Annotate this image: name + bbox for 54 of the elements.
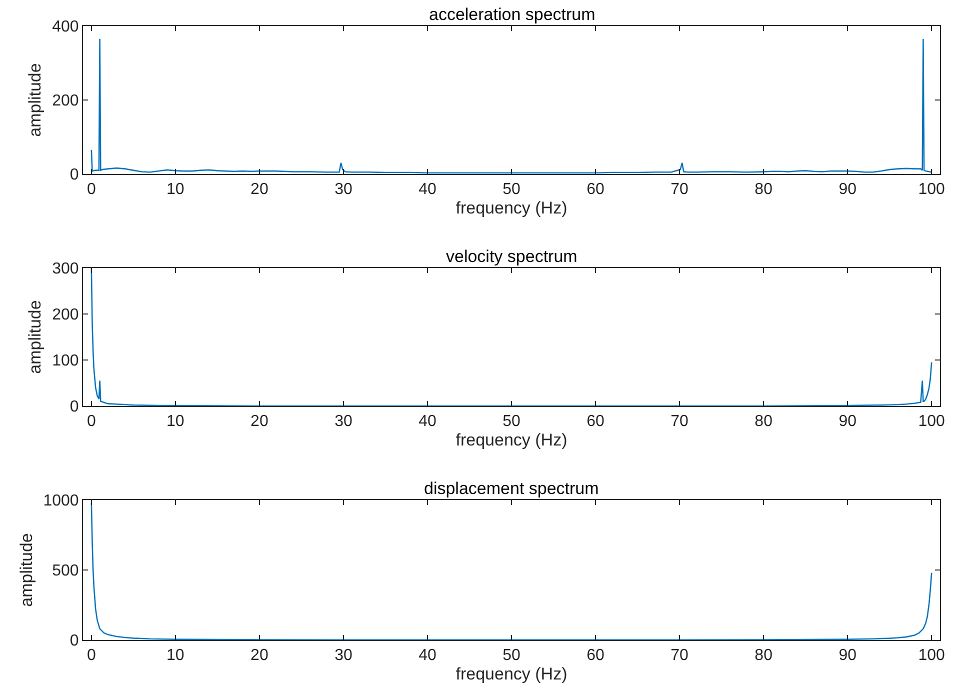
x-tick-label: 10: [166, 181, 184, 198]
chart-title: acceleration spectrum: [429, 5, 596, 24]
x-tick-label: 60: [586, 647, 605, 664]
x-tick-label: 80: [754, 181, 773, 198]
x-tick-label: 30: [334, 413, 352, 430]
x-tick-label: 100: [918, 413, 946, 430]
x-tick-label: 20: [250, 413, 268, 430]
chart-title: displacement spectrum: [424, 479, 599, 498]
x-tick-label: 90: [838, 647, 857, 664]
x-tick-label: 100: [918, 647, 946, 664]
y-tick-label: 400: [52, 18, 79, 36]
y-tick-label: 200: [52, 92, 79, 110]
y-tick-label: 0: [70, 398, 79, 416]
x-tick-label: 0: [86, 181, 96, 198]
x-tick-label: 70: [670, 647, 689, 664]
x-tick-label: 30: [334, 647, 352, 664]
x-tick-label: 20: [250, 647, 268, 664]
x-tick-label: 60: [586, 181, 605, 198]
x-tick-label: 10: [166, 413, 184, 430]
y-tick-label: 1000: [43, 492, 79, 510]
x-tick-label: 40: [418, 647, 436, 664]
y-tick-label: 0: [70, 166, 79, 184]
y-tick-label: 300: [52, 260, 79, 278]
y-tick-label: 100: [52, 352, 79, 370]
y-tick-label: 200: [52, 306, 79, 324]
y-axis-title: amplitude: [26, 300, 45, 374]
x-axis-title: frequency (Hz): [456, 198, 568, 218]
x-tick-label: 80: [754, 413, 773, 430]
x-tick-label: 10: [166, 647, 184, 664]
x-tick-label: 50: [502, 181, 520, 198]
x-tick-label: 40: [418, 413, 436, 430]
line-series: [90, 38, 932, 174]
x-tick-label: 20: [250, 181, 268, 198]
x-tick-label: 0: [86, 413, 96, 430]
x-tick-label: 100: [918, 181, 946, 198]
x-tick-label: 50: [502, 413, 520, 430]
x-tick-label: 80: [754, 647, 773, 664]
y-tick-label: 500: [52, 562, 79, 580]
x-axis-title: frequency (Hz): [456, 664, 568, 684]
x-tick-label: 70: [670, 413, 689, 430]
x-tick-label: 0: [86, 647, 96, 664]
x-tick-label: 90: [838, 181, 857, 198]
x-tick-label: 90: [838, 413, 857, 430]
x-tick-label: 40: [418, 181, 436, 198]
y-axis-title: amplitude: [26, 63, 45, 137]
x-tick-label: 70: [670, 181, 689, 198]
chart-title: velocity spectrum: [446, 247, 578, 266]
x-tick-label: 60: [586, 413, 605, 430]
y-tick-label: 0: [70, 632, 79, 650]
x-tick-label: 50: [502, 647, 520, 664]
x-axis-title: frequency (Hz): [456, 430, 568, 450]
x-tick-label: 30: [334, 181, 352, 198]
y-axis-title: amplitude: [16, 533, 36, 607]
line-series: [90, 502, 932, 640]
